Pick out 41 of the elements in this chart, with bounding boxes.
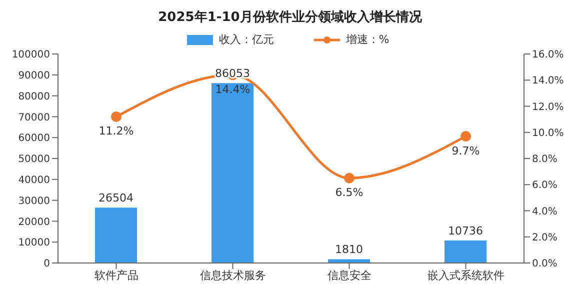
y-tick-label: 90000 (18, 70, 50, 82)
point (344, 172, 354, 184)
y-tick-label: 70000 (18, 112, 50, 124)
data-label: 26504 (98, 192, 134, 205)
y2-tick-label: 10.0% (532, 128, 564, 139)
y-tick-label: 100000 (12, 50, 50, 61)
legend-label: 收入：亿元 (218, 32, 274, 47)
data-label: 9.7% (452, 144, 480, 158)
data-label: 1810 (335, 243, 363, 256)
y-tick-label: 40000 (18, 174, 50, 186)
y-tick-label: 50000 (18, 154, 50, 166)
legend-label: 增速：% (344, 32, 390, 47)
x-tick-label: 嵌入式系统软件 (427, 268, 504, 282)
y2-tick-label: 6.0% (532, 180, 558, 192)
chart-title: 2025年1-10月份软件业分领域收入增长情况 (157, 8, 423, 27)
bar (95, 208, 137, 263)
y-tick-label: 60000 (18, 133, 50, 144)
bar (328, 259, 370, 263)
y-tick-label: 0 (44, 258, 50, 270)
y-tick-label: 80000 (18, 91, 50, 102)
bar (212, 83, 254, 263)
data-label: 10736 (448, 224, 483, 238)
y2-tick-label: 14.0% (532, 76, 564, 87)
data-label: 11.2% (98, 124, 134, 138)
y2-tick-label: 4.0% (532, 206, 558, 218)
x-tick-label: 信息技术服务 (200, 268, 266, 282)
bar (444, 240, 486, 263)
x-tick-label: 信息安全 (327, 268, 372, 282)
y2-tick-label: 12.0% (532, 102, 564, 113)
y-tick-label: 20000 (18, 216, 50, 228)
y2-tick-label: 16.0% (532, 50, 564, 61)
y-tick-label: 30000 (18, 196, 50, 207)
y2-tick-label: 8.0% (532, 154, 558, 166)
point (460, 131, 471, 142)
data-label: 14.4% (215, 82, 250, 96)
point (111, 111, 122, 122)
x-tick-label: 软件产品 (94, 268, 138, 282)
y2-tick-label: 2.0% (532, 232, 558, 244)
data-label: 6.5% (335, 186, 364, 200)
y-tick-label: 10000 (18, 238, 50, 249)
y2-tick-label: 0.0% (532, 258, 558, 270)
